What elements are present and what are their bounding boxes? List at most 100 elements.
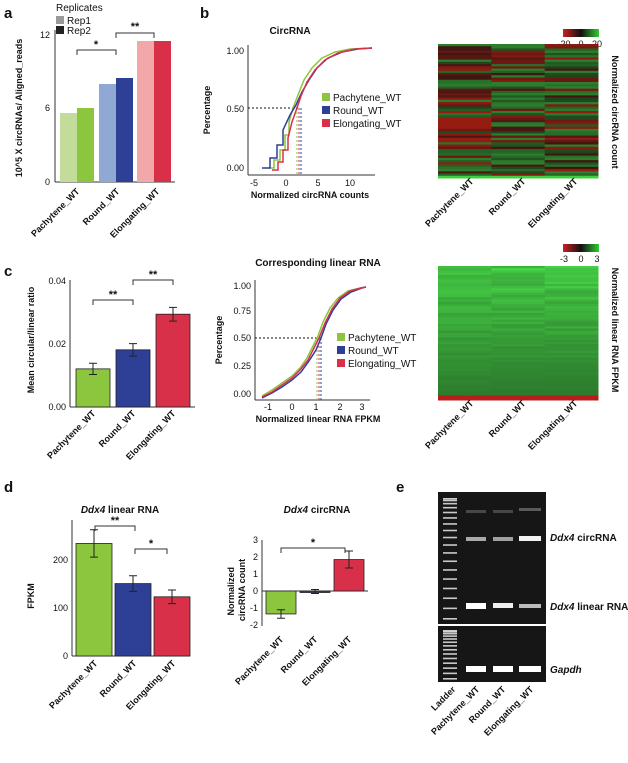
heatmap-b-cell-7-2 xyxy=(544,59,599,63)
y-axis-label-d-circ: Normalized circRNA count xyxy=(226,559,247,621)
ladder-top-band-13 xyxy=(443,578,457,580)
heatmap-b-cell-34-1 xyxy=(491,119,546,123)
heatmap-b-cell-38-1 xyxy=(491,128,546,132)
x-tick-b-cdf-3: 10 xyxy=(345,178,355,188)
ladder-top-band-9 xyxy=(443,544,457,546)
heatmap-c-cell-46-0 xyxy=(438,368,492,372)
y-axis-label-d-circ-line1: Normalized xyxy=(226,567,236,616)
heatmap-c-cell-37-2 xyxy=(544,348,599,352)
heatmap-c-cell-45-2 xyxy=(544,366,599,370)
heatmap-b-cell-14-2 xyxy=(544,75,599,78)
gel-lane-elongating: Elongating_WT xyxy=(482,684,536,738)
heatmap-b-cell-15-0 xyxy=(438,77,492,81)
ladder-bottom-band-2 xyxy=(443,632,457,635)
heatmap-b-cell-31-0 xyxy=(438,113,492,116)
heatmap-b-cell-11-0 xyxy=(438,68,492,72)
legend-label-rep1: Rep1 xyxy=(67,16,91,27)
heatmap-c-cell-59-1 xyxy=(491,397,546,401)
panel-c-heatmap: -3 0 3 Normalized linear RNA FPKM Pachyt… xyxy=(423,244,620,452)
heatmap-b-cell-59-1 xyxy=(491,175,546,179)
heatmap-b-cell-17-0 xyxy=(438,81,492,85)
heatmap-b-cell-15-2 xyxy=(544,77,599,81)
heatmap-c-side-label: Normalized linear RNA FPKM xyxy=(610,268,620,393)
heatmap-b-cell-44-2 xyxy=(544,142,599,145)
heatmap-b-cell-51-1 xyxy=(491,157,546,161)
panel-e-gel: Ddx4 circRNA Ddx4 linear RNA Gapdh Ladde… xyxy=(429,492,628,738)
heatmap-b-cell-4-0 xyxy=(438,52,492,56)
heatmap-b-cell-55-1 xyxy=(491,166,546,170)
heatmap-c-cell-13-2 xyxy=(544,295,599,298)
heatmap-b-cell-6-0 xyxy=(438,57,492,61)
heatmap-b-cell-9-1 xyxy=(491,64,546,67)
heatmap-c-cell-17-0 xyxy=(438,303,492,307)
heatmap-b-cell-10-0 xyxy=(438,66,492,70)
heatmap-c-cell-36-2 xyxy=(544,346,599,350)
heatmap-c-cell-6-1 xyxy=(491,279,546,283)
x-tick-c-cdf-2: 1 xyxy=(313,402,318,412)
heatmap-b-cell-8-2 xyxy=(544,61,599,65)
y-axis-label-d-circ-line2: circRNA count xyxy=(237,559,247,621)
heatmap-c-cell-56-2 xyxy=(544,391,599,394)
heatmap-b-cell-53-0 xyxy=(438,162,492,166)
heatmap-b-cell-25-1 xyxy=(491,99,546,103)
ladder-top-band-1 xyxy=(443,499,457,502)
heatmap-c-cell-27-0 xyxy=(438,326,492,330)
sig-bracket-c-2 xyxy=(132,279,174,285)
heatmap-b-cell-32-0 xyxy=(438,115,492,119)
heatmap-c-cell-13-1 xyxy=(491,295,546,298)
heatmap-b-cell-20-0 xyxy=(438,88,492,92)
y-tick-d-circ-4: 2 xyxy=(253,552,258,562)
bar-a-pachytene-rep2 xyxy=(77,108,94,182)
heatmap-b-cell-19-2 xyxy=(544,86,599,90)
y-tick-a-6: 6 xyxy=(45,103,50,113)
heatmap-b-cell-46-0 xyxy=(438,146,492,150)
y-tick-b-cdf-0: 0.00 xyxy=(226,163,244,173)
heatmap-b-cell-9-2 xyxy=(544,64,599,67)
heatmap-c-cell-51-2 xyxy=(544,379,599,383)
x-tick-c-cdf-0: -1 xyxy=(264,402,272,412)
ladder-top-band-0 xyxy=(443,498,457,500)
heatmap-b-cell-6-1 xyxy=(491,57,546,61)
heatmap-c-cell-10-2 xyxy=(544,288,599,292)
heatmap-b-cell-53-1 xyxy=(491,162,546,166)
heatmap-b-cell-53-2 xyxy=(544,162,599,166)
ladder-bottom-band-12 xyxy=(443,672,457,675)
heatmap-b-cell-45-1 xyxy=(491,144,546,148)
heatmap-c-cell-5-1 xyxy=(491,277,546,280)
heatmap-b-cell-44-0 xyxy=(438,142,492,145)
gel-label-ddx4-circ: Ddx4 circRNA xyxy=(550,533,617,544)
panel-b-cdf: CircRNA Percentage 0.00 0.50 1.00 -5 0 5… xyxy=(202,26,401,200)
heatmap-c-cell-51-1 xyxy=(491,379,546,383)
sig-bracket-c-1 xyxy=(92,299,134,305)
y-tick-d-linear-2: 200 xyxy=(53,555,68,565)
heatmap-c-cell-50-0 xyxy=(438,377,492,381)
heatmap-c-cell-48-1 xyxy=(491,373,546,376)
ladder-top-band-10 xyxy=(443,552,457,554)
sig-bracket-a-1 xyxy=(76,49,117,55)
panel-label-a: a xyxy=(4,5,13,22)
c-errorbar-0 xyxy=(89,362,97,375)
heatmap-c-cell-24-2 xyxy=(544,319,599,323)
heatmap-c-cell-21-1 xyxy=(491,312,546,316)
heatmap-b-cell-36-1 xyxy=(491,124,546,128)
band-linear-round xyxy=(493,603,513,608)
heatmap-b-cell-2-1 xyxy=(491,48,546,52)
heatmap-b-cell-50-1 xyxy=(491,155,546,159)
heatmap-b-cell-36-0 xyxy=(438,124,492,128)
heatmap-c-cell-26-0 xyxy=(438,324,492,327)
heatmap-b-cell-51-0 xyxy=(438,157,492,161)
legend-label-b-elongating: Elongating_WT xyxy=(333,119,401,130)
heatmap-c-cell-5-2 xyxy=(544,277,599,280)
heatmap-c-cell-6-2 xyxy=(544,279,599,283)
heatmap-c-cell-47-1 xyxy=(491,370,546,374)
heatmap-b-cell-14-0 xyxy=(438,75,492,78)
ladder-bottom-band-6 xyxy=(443,645,457,647)
colorscale-b xyxy=(563,29,599,37)
heatmap-c-cell-18-0 xyxy=(438,306,492,309)
heatmap-b-cell-9-0 xyxy=(438,64,492,67)
heatmap-b-cell-8-1 xyxy=(491,61,546,65)
ladder-bottom-band-3 xyxy=(443,635,457,637)
heatmap-c-cell-41-0 xyxy=(438,357,492,361)
x-label-c-pachytene: Pachytene_WT xyxy=(45,408,98,461)
heatmap-c-cell-40-0 xyxy=(438,355,492,359)
